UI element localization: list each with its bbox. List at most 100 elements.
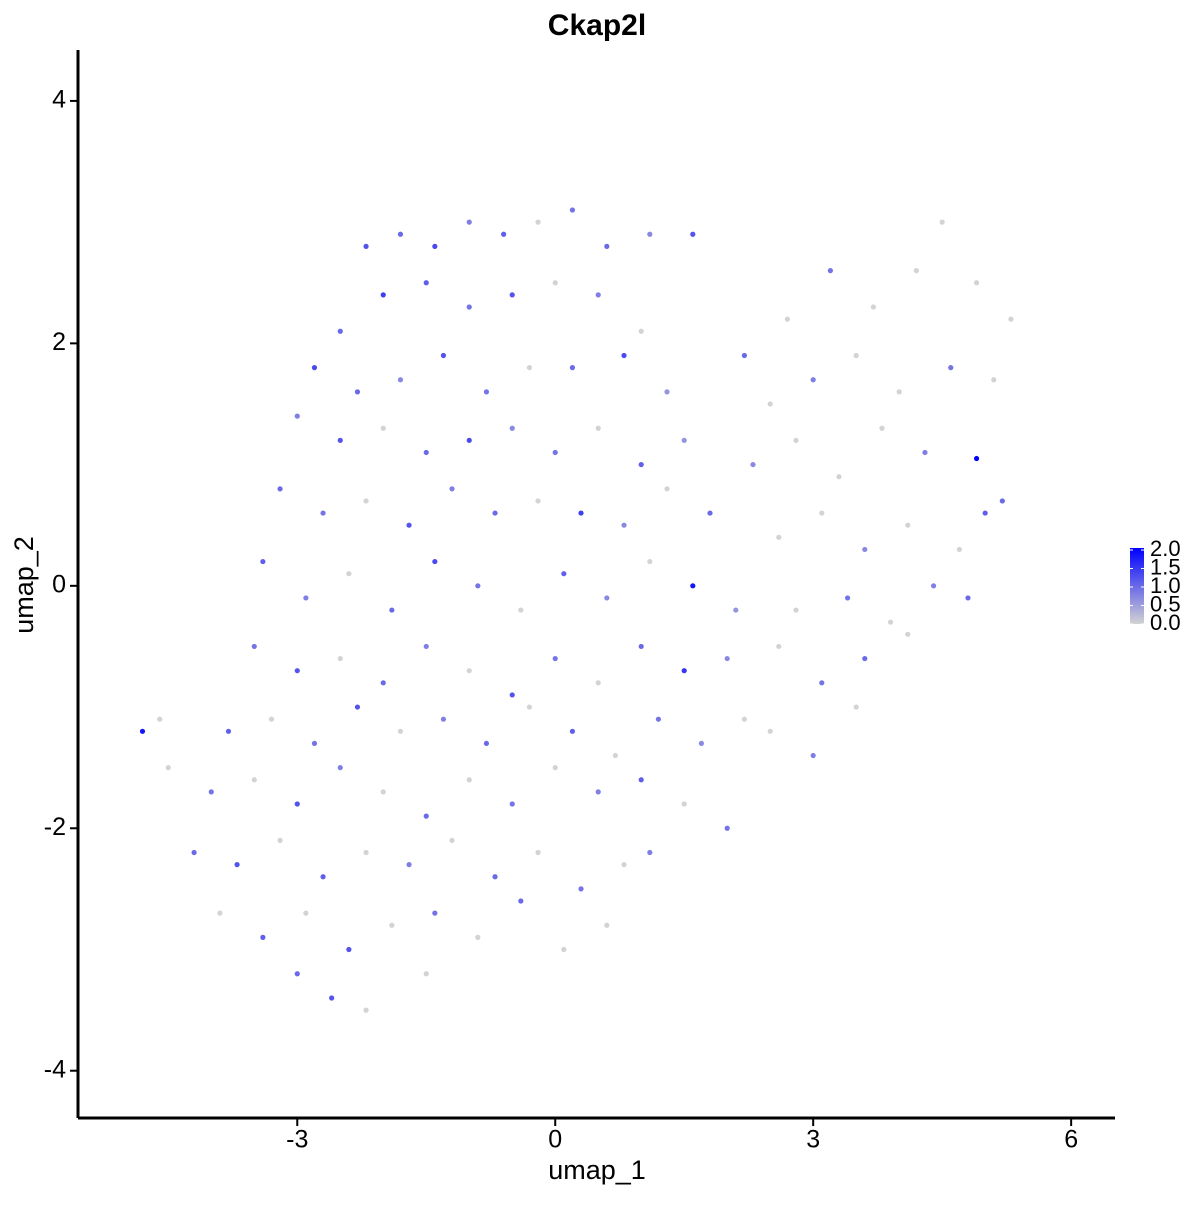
y-tick-label: 0 — [52, 570, 66, 598]
point — [776, 534, 782, 540]
point — [621, 522, 627, 528]
point — [810, 377, 816, 383]
x-tick-label: 6 — [1064, 1126, 1078, 1154]
point — [449, 837, 455, 843]
point — [234, 862, 240, 868]
point — [905, 522, 911, 528]
point — [569, 207, 576, 213]
point — [260, 558, 266, 565]
point — [741, 352, 747, 359]
y-tick-label: 2 — [52, 328, 66, 356]
point — [681, 668, 687, 674]
point — [776, 643, 782, 650]
point — [466, 304, 472, 310]
points — [139, 207, 1014, 1013]
point — [397, 231, 404, 237]
point — [165, 765, 171, 771]
y-axis-label: umap_2 — [9, 536, 39, 634]
point — [973, 280, 980, 286]
point — [423, 643, 429, 650]
point — [294, 413, 300, 419]
point — [277, 837, 283, 843]
point — [595, 789, 601, 795]
point — [440, 352, 447, 359]
point — [423, 813, 429, 819]
point — [380, 789, 386, 795]
point — [337, 765, 343, 771]
point — [999, 498, 1005, 504]
point — [913, 268, 919, 274]
point — [509, 692, 515, 698]
point — [862, 546, 868, 553]
point — [406, 522, 412, 528]
point — [346, 946, 352, 953]
point — [638, 777, 644, 783]
point — [552, 655, 558, 662]
point — [561, 571, 567, 577]
point — [905, 631, 911, 637]
point — [578, 510, 584, 516]
point — [225, 728, 232, 734]
point — [922, 449, 928, 456]
point — [939, 219, 945, 225]
point — [595, 292, 601, 298]
point — [380, 425, 386, 431]
point — [690, 583, 696, 589]
point — [320, 510, 326, 516]
point — [827, 268, 833, 274]
point — [724, 825, 730, 831]
point — [681, 801, 687, 807]
x-tick-label: -3 — [286, 1126, 308, 1154]
point — [475, 583, 481, 589]
point — [991, 377, 997, 383]
point — [440, 716, 447, 722]
point — [466, 777, 472, 783]
point — [810, 752, 816, 759]
point — [509, 292, 515, 298]
point — [535, 849, 541, 856]
point — [423, 449, 429, 456]
point — [423, 971, 429, 977]
point — [819, 680, 825, 686]
point — [655, 716, 662, 722]
point — [767, 728, 773, 734]
chart-title: Ckap2l — [548, 9, 646, 42]
point — [518, 898, 524, 904]
point — [466, 437, 472, 443]
point — [965, 595, 971, 601]
x-axis-label: umap_1 — [548, 1155, 646, 1185]
color-tick-label: 2.0 — [1150, 536, 1181, 561]
color-bar — [1130, 548, 1144, 624]
point — [329, 995, 335, 1001]
point — [569, 728, 576, 734]
point — [320, 874, 326, 880]
point — [733, 607, 739, 613]
color-tick-label: 0.0 — [1150, 610, 1181, 635]
point — [535, 219, 541, 225]
point — [578, 886, 584, 892]
point — [621, 352, 627, 359]
point — [638, 643, 644, 650]
point — [862, 655, 868, 662]
point — [664, 486, 670, 492]
point — [492, 874, 498, 880]
point — [1008, 316, 1014, 322]
point — [698, 740, 705, 747]
point — [475, 934, 481, 940]
point — [552, 765, 558, 771]
point — [870, 304, 876, 310]
point — [268, 716, 275, 722]
point — [853, 704, 859, 710]
point — [793, 437, 799, 443]
point — [930, 583, 937, 589]
point — [260, 934, 266, 940]
point — [561, 946, 567, 953]
point — [784, 316, 790, 322]
point — [604, 243, 610, 249]
point — [363, 1007, 369, 1013]
point — [569, 365, 576, 371]
point — [157, 716, 163, 722]
point — [526, 704, 533, 710]
point — [647, 231, 653, 237]
point — [363, 243, 369, 249]
